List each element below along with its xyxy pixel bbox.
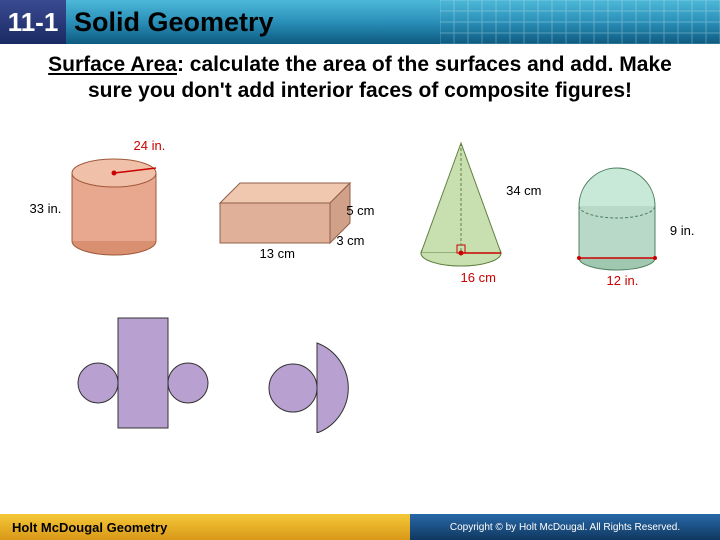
capsule-diameter-label: 12 in. [607,273,639,288]
cylinder-height-label: 33 in. [30,201,62,216]
composite-shape-1 [68,313,218,433]
term-surface-area: Surface Area [48,53,177,76]
prism-width-label: 3 cm [336,233,364,248]
figures-row: 24 in. 33 in. 5 cm 3 cm 13 cm [18,123,702,293]
figure-capsule: 9 in. 12 in. [567,128,687,288]
prism-length-label: 13 cm [260,246,295,261]
header-grid-pattern [440,0,720,44]
composite-shape-2 [258,313,408,433]
slide-header: 11-1 Solid Geometry [0,0,720,44]
instruction-text: Surface Area: calculate the area of the … [18,52,702,105]
capsule-svg [567,128,687,288]
flat-shapes-row [68,313,702,433]
slide-footer: Holt McDougal Geometry Copyright © by Ho… [0,514,720,540]
cone-radius-label: 16 cm [461,270,496,285]
chapter-number-box: 11-1 [0,0,66,44]
content-area: Surface Area: calculate the area of the … [0,44,720,433]
figure-cylinder: 24 in. 33 in. [34,133,174,283]
prism-height-label: 5 cm [346,203,374,218]
cone-svg [406,128,536,288]
figure-prism: 5 cm 3 cm 13 cm [205,148,375,268]
chapter-title: Solid Geometry [74,7,274,38]
cone-slant-label: 34 cm [506,183,541,198]
figure-cone: 34 cm 16 cm [406,128,536,288]
capsule-height-label: 9 in. [670,223,695,238]
footer-brand: Holt McDougal Geometry [0,514,410,540]
footer-copyright: Copyright © by Holt McDougal. All Rights… [410,514,720,540]
cylinder-radius-label: 24 in. [134,138,166,153]
